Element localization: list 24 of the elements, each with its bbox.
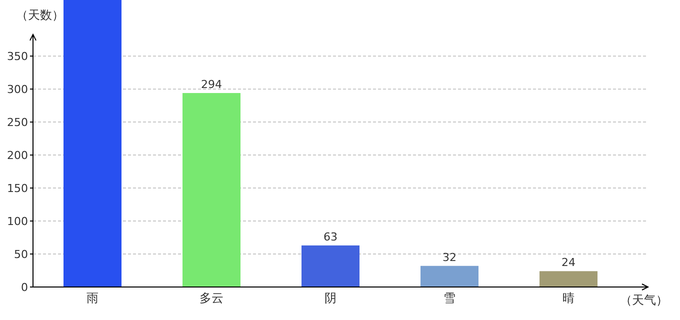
y-tick-label: 200 [7, 149, 28, 162]
y-tick-label: 50 [14, 248, 28, 262]
data-label: 294 [201, 78, 222, 92]
x-tick-label: 雪 [444, 291, 456, 305]
y-tick-label: 350 [7, 50, 28, 64]
y-tick-label: 0 [21, 281, 28, 294]
x-tick-label: 晴 [562, 291, 574, 305]
bar [64, 0, 122, 287]
x-tick-label: 雨 [86, 291, 98, 305]
x-axis-title: （天气） [620, 293, 668, 307]
y-tick-label: 150 [7, 182, 28, 196]
x-tick-label: 多云 [200, 291, 224, 305]
bar [420, 266, 478, 287]
y-tick-label: 100 [7, 215, 28, 228]
bar [540, 271, 598, 287]
bar [182, 93, 240, 287]
x-tick-label: 阴 [324, 291, 336, 305]
y-tick-label: 250 [7, 116, 28, 130]
y-axis-title: （天数） [16, 8, 64, 22]
bar [302, 245, 360, 287]
data-label: 63 [324, 230, 338, 244]
y-tick-label: 300 [7, 83, 28, 96]
data-label: 32 [442, 250, 456, 264]
data-label: 24 [562, 256, 576, 270]
